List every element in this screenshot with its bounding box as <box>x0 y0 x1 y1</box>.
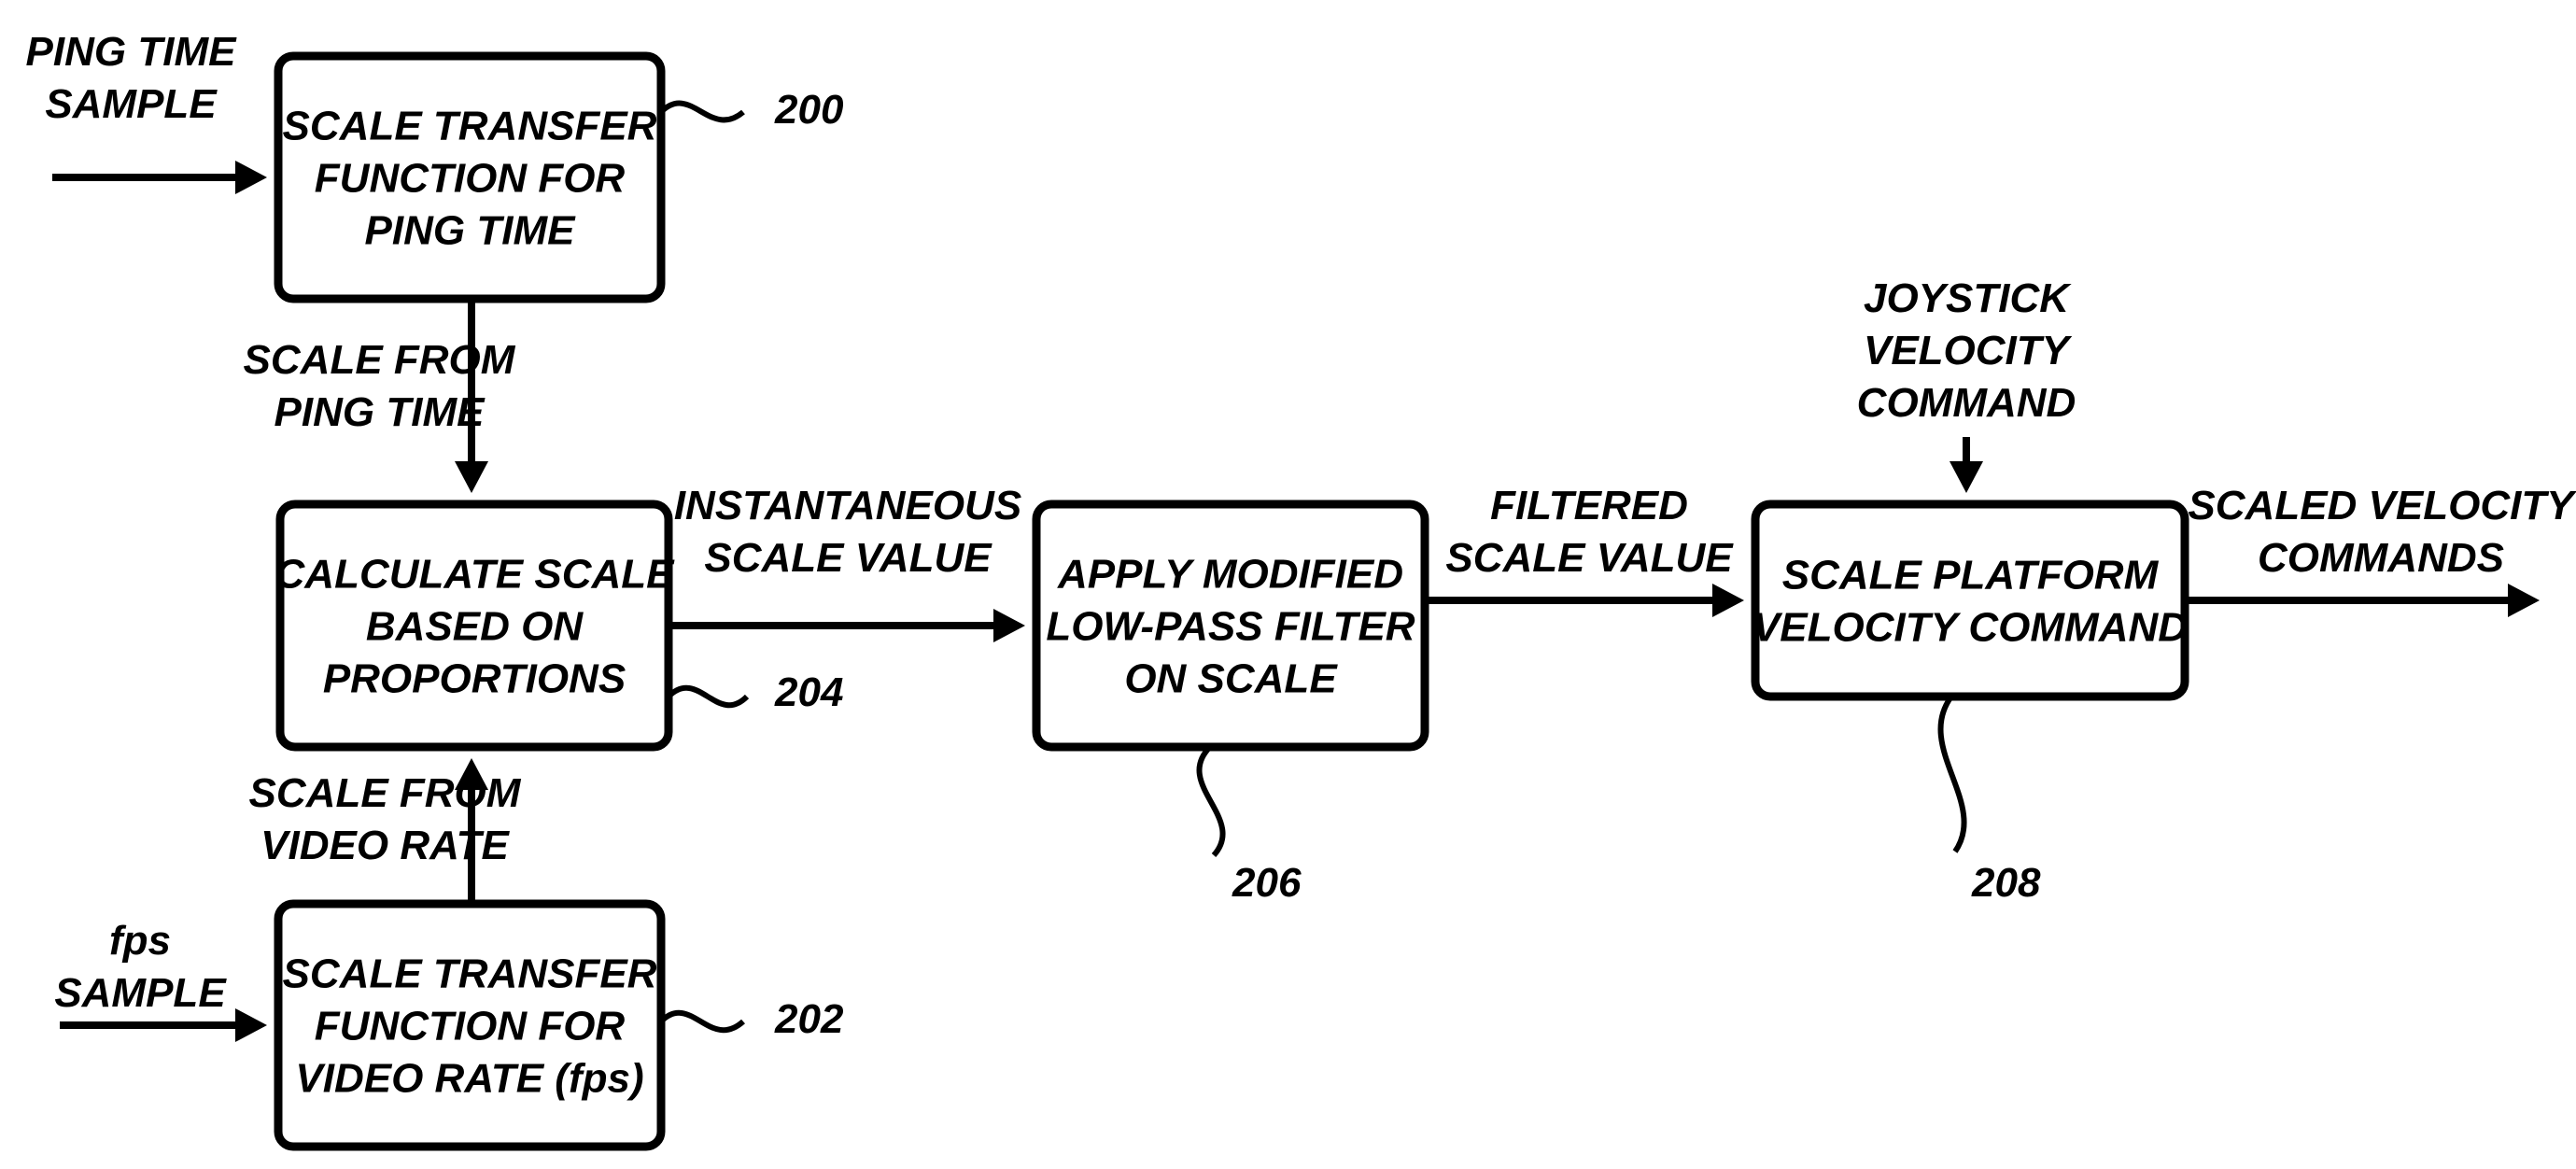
scale-ping-l2: PING TIME <box>274 389 486 435</box>
b200-line1: FUNCTION FOR <box>315 155 626 201</box>
b208-line1: VELOCITY COMMAND <box>1753 604 2188 650</box>
inst-l2: SCALE VALUE <box>704 535 992 581</box>
joy-l2: VELOCITY <box>1864 328 2073 373</box>
b208-line0: SCALE PLATFORM <box>1782 552 2160 598</box>
b200-line0: SCALE TRANSFER <box>283 103 657 148</box>
scale-video-l1: SCALE FROM <box>249 770 522 816</box>
b200-line2: PING TIME <box>365 207 577 253</box>
r202-ref: 202 <box>774 996 844 1042</box>
out-l2: COMMANDS <box>2258 535 2504 581</box>
joy-l1: JOYSTICK <box>1864 275 2072 321</box>
b204-line2: PROPORTIONS <box>323 655 626 701</box>
fps-in-l1: fps <box>109 918 171 964</box>
b204-line0: CALCULATE SCALE <box>275 551 676 597</box>
fps-in-l2: SAMPLE <box>54 970 227 1016</box>
r204-curl <box>669 688 747 705</box>
out-l1: SCALED VELOCITY <box>2188 483 2576 528</box>
inst-l1: INSTANTANEOUS <box>674 483 1021 528</box>
r200-curl <box>661 104 743 120</box>
ping-in-l1: PING TIME <box>26 29 238 75</box>
ping-in-l2: SAMPLE <box>45 81 218 127</box>
b206-line1: LOW-PASS FILTER <box>1046 603 1415 649</box>
r206-ref: 206 <box>1232 860 1302 906</box>
scale-video-l2: VIDEO RATE <box>260 823 510 868</box>
b208-box <box>1755 504 2185 697</box>
r208-ref: 208 <box>1971 860 2041 906</box>
b206-line2: ON SCALE <box>1124 655 1338 701</box>
r208-curl <box>1940 697 1964 852</box>
scale-ping-l1: SCALE FROM <box>244 337 516 383</box>
r206-curl <box>1199 747 1222 855</box>
b202-line2: VIDEO RATE (fps) <box>295 1055 643 1101</box>
b202-line0: SCALE TRANSFER <box>283 951 657 996</box>
filt-l1: FILTERED <box>1490 483 1688 528</box>
b202-line1: FUNCTION FOR <box>315 1003 626 1049</box>
r204-ref: 204 <box>774 669 843 715</box>
b204-line1: BASED ON <box>366 603 584 649</box>
filt-l2: SCALE VALUE <box>1445 535 1734 581</box>
r200-ref: 200 <box>774 87 844 133</box>
joy-l3: COMMAND <box>1857 380 2076 426</box>
r202-curl <box>661 1013 743 1030</box>
b206-line0: APPLY MODIFIED <box>1057 551 1403 597</box>
